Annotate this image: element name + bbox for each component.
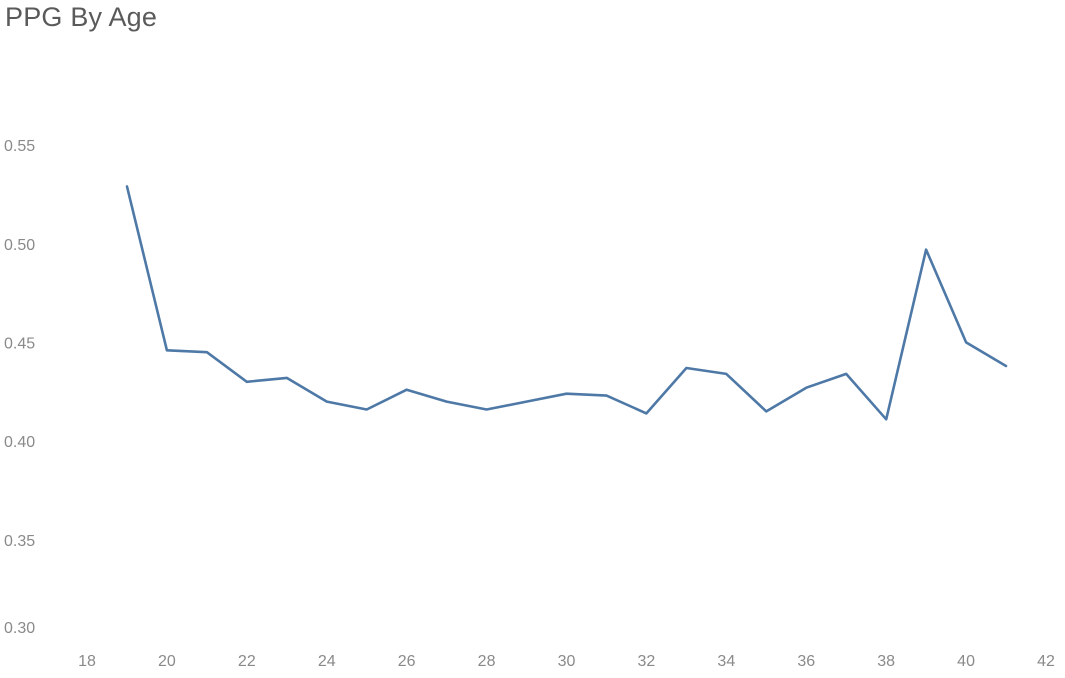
series-layer <box>125 185 1008 421</box>
data-point[interactable] <box>845 373 847 375</box>
x-tick-label: 40 <box>957 653 975 670</box>
data-point[interactable] <box>885 418 887 420</box>
data-point[interactable] <box>366 408 368 410</box>
y-axis-ticks: 0.30 0.35 0.40 0.45 0.50 0.55 <box>4 138 35 637</box>
data-point[interactable] <box>566 393 568 395</box>
x-tick-label: 36 <box>797 653 815 670</box>
data-point[interactable] <box>126 185 128 187</box>
y-tick-label: 0.30 <box>4 620 35 637</box>
y-tick-label: 0.50 <box>4 237 35 254</box>
x-tick-label: 32 <box>638 653 656 670</box>
data-point[interactable] <box>725 373 727 375</box>
y-tick-label: 0.35 <box>4 533 35 550</box>
x-tick-label: 20 <box>158 653 176 670</box>
y-tick-label: 0.45 <box>4 336 35 353</box>
data-point[interactable] <box>286 377 288 379</box>
y-tick-label: 0.55 <box>4 138 35 155</box>
data-point[interactable] <box>765 410 767 412</box>
data-point[interactable] <box>685 367 687 369</box>
x-axis-ticks: 18 20 22 24 26 28 30 32 34 36 38 40 42 <box>78 653 1055 670</box>
data-point[interactable] <box>925 249 927 251</box>
x-tick-label: 28 <box>478 653 496 670</box>
data-point[interactable] <box>206 351 208 353</box>
data-point[interactable] <box>965 341 967 343</box>
series-line <box>125 185 1008 421</box>
data-point[interactable] <box>486 408 488 410</box>
x-tick-label: 26 <box>398 653 416 670</box>
x-tick-label: 34 <box>717 653 735 670</box>
x-tick-label: 30 <box>558 653 576 670</box>
x-tick-label: 38 <box>877 653 895 670</box>
x-tick-label: 18 <box>78 653 96 670</box>
data-point[interactable] <box>645 412 647 414</box>
data-point[interactable] <box>326 401 328 403</box>
data-point[interactable] <box>526 401 528 403</box>
data-point[interactable] <box>246 381 248 383</box>
x-tick-label: 24 <box>318 653 336 670</box>
chart-title: PPG By Age <box>5 2 158 32</box>
data-point[interactable] <box>446 401 448 403</box>
y-tick-label: 0.40 <box>4 434 35 451</box>
data-point[interactable] <box>166 349 168 351</box>
data-point[interactable] <box>605 395 607 397</box>
x-tick-label: 22 <box>238 653 256 670</box>
x-tick-label: 42 <box>1037 653 1055 670</box>
data-point[interactable] <box>406 389 408 391</box>
data-point[interactable] <box>1005 365 1007 367</box>
data-point[interactable] <box>805 387 807 389</box>
